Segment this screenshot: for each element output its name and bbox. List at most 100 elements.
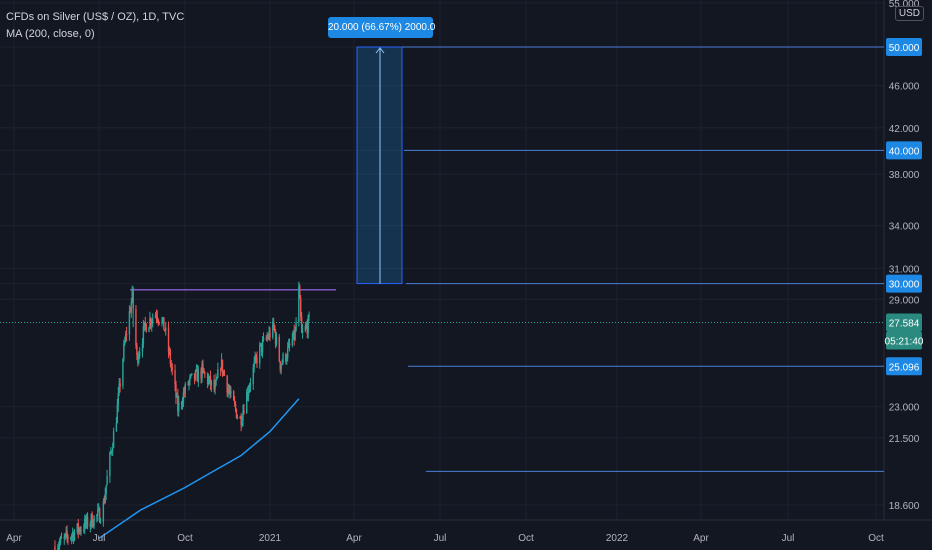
- candle-body: [158, 322, 160, 324]
- candle-body: [66, 531, 68, 537]
- candle-body: [124, 341, 126, 344]
- candle-body: [109, 452, 111, 477]
- y-tick-label: 34.000: [889, 222, 920, 233]
- x-tick-label: Apr: [693, 533, 709, 544]
- candle-body: [116, 404, 119, 424]
- candle-body: [197, 369, 200, 382]
- candle-body: [196, 369, 199, 382]
- candle-body: [273, 321, 275, 326]
- currency-button[interactable]: USD: [894, 6, 924, 21]
- y-tick-label: 21.500: [889, 434, 920, 445]
- candle-body: [300, 298, 302, 317]
- candle-body: [266, 337, 268, 339]
- candle-body: [85, 516, 88, 524]
- candle-body: [307, 316, 309, 334]
- candle-body: [71, 532, 74, 536]
- candle-body: [174, 370, 176, 385]
- candle-body: [265, 338, 267, 340]
- candle-body: [154, 315, 157, 318]
- candle-body: [184, 383, 186, 394]
- candle-body: [240, 418, 242, 426]
- candle-body: [301, 330, 304, 333]
- candle-body: [259, 345, 261, 364]
- candle-body: [141, 343, 144, 352]
- candle-body: [216, 377, 218, 380]
- candle-body: [91, 514, 93, 527]
- projection-label[interactable]: 20.000 (66.67%) 2000.0: [328, 17, 435, 38]
- x-tick-label: Jul: [782, 533, 795, 544]
- candle-body: [285, 354, 287, 361]
- candle-body: [123, 343, 125, 360]
- candle-body: [105, 485, 107, 494]
- candle-body: [191, 373, 193, 375]
- candle-body: [227, 389, 229, 393]
- candle-body: [63, 536, 65, 539]
- candle-body: [156, 316, 159, 320]
- candle-body: [272, 321, 274, 338]
- x-tick-label: Apr: [346, 533, 362, 544]
- candle-body: [79, 528, 81, 532]
- candle-body: [305, 325, 308, 327]
- candle-body: [136, 345, 138, 355]
- candles: [54, 281, 310, 550]
- candle-body: [287, 343, 290, 348]
- candle-body: [164, 330, 166, 332]
- candle-body: [84, 518, 87, 524]
- candle-body: [229, 391, 231, 394]
- candle-body: [149, 318, 151, 328]
- level-label-bg: [886, 357, 922, 376]
- candle-body: [269, 331, 271, 338]
- candle-body: [170, 363, 173, 368]
- candle-body: [90, 514, 92, 524]
- candle-body: [221, 359, 224, 374]
- candle-body: [202, 364, 204, 369]
- candle-body: [254, 356, 256, 362]
- candle-body: [195, 369, 198, 371]
- y-tick-label: 46.000: [889, 82, 920, 93]
- candle-body: [125, 333, 128, 335]
- candle-body: [268, 331, 270, 339]
- candle-body: [167, 327, 170, 352]
- candle-body: [175, 384, 177, 398]
- candle-body: [96, 514, 98, 517]
- candle-body: [178, 402, 180, 412]
- candle-body: [135, 308, 137, 346]
- candle-body: [92, 525, 94, 527]
- candle-body: [78, 528, 80, 532]
- candle-body: [163, 317, 165, 331]
- chart-legend: CFDs on Silver (US$ / OZ), 1D, TVC MA (2…: [6, 9, 184, 43]
- candle-body: [73, 531, 76, 541]
- candle-body: [150, 318, 152, 325]
- candle-body: [203, 368, 205, 373]
- candle-body: [291, 339, 294, 346]
- candle-body: [89, 523, 92, 527]
- candle-body: [219, 369, 222, 371]
- candle-body: [188, 380, 190, 385]
- candle-body: [228, 389, 230, 392]
- candle-body: [279, 361, 281, 370]
- candle-body: [248, 386, 251, 391]
- candle-body: [193, 373, 196, 380]
- candle-body: [220, 359, 223, 370]
- candle-body: [295, 322, 297, 331]
- candle-body: [117, 392, 119, 405]
- candle-body: [217, 369, 219, 378]
- moving-average-line: [98, 398, 300, 540]
- candle-body: [278, 336, 281, 362]
- candle-body: [236, 416, 239, 419]
- y-tick-label: 42.000: [889, 124, 920, 135]
- candle-body: [256, 357, 258, 364]
- candle-body: [142, 326, 145, 344]
- candle-body: [71, 535, 73, 538]
- candle-body: [77, 523, 79, 532]
- x-tick-label: Oct: [518, 533, 534, 544]
- candle-body: [235, 408, 238, 419]
- level-price-label: 40.000: [889, 146, 920, 157]
- candle-body: [226, 375, 228, 393]
- candle-body: [286, 347, 289, 359]
- candle-body: [200, 369, 202, 379]
- x-tick-label: 2021: [259, 533, 282, 544]
- candle-body: [138, 351, 141, 357]
- candle-body: [274, 331, 277, 344]
